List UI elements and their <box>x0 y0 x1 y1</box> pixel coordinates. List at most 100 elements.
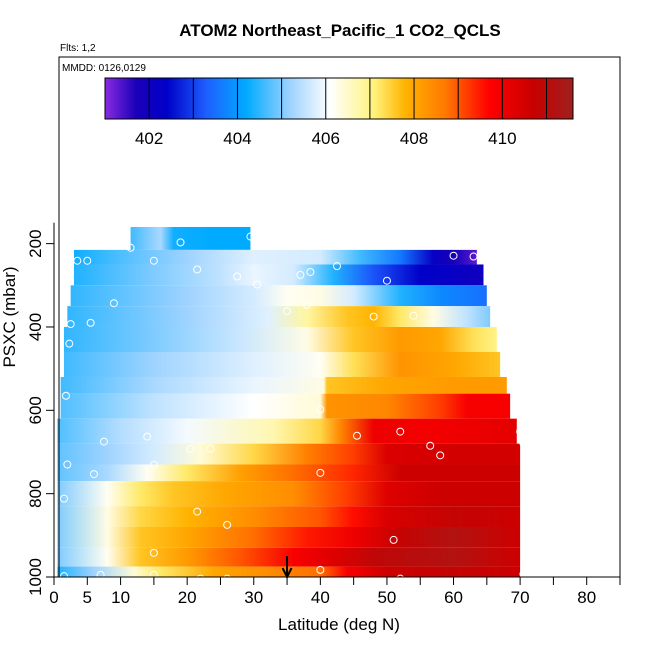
chart-title: ATOM2 Northeast_Pacific_1 CO2_QCLS <box>179 21 501 40</box>
sample-point <box>316 354 325 363</box>
y-axis-label: PSXC (mbar) <box>0 266 19 367</box>
heatmap-layer <box>57 226 521 577</box>
sample-point <box>143 432 152 441</box>
heatmap-row <box>60 376 507 394</box>
y-axis: 200 400 600 800 1000 <box>26 222 55 596</box>
sample-point <box>283 307 292 316</box>
sample-point <box>61 391 70 400</box>
heatmap-row <box>57 481 521 507</box>
sample-point <box>66 320 75 329</box>
y-tick-label: 400 <box>26 313 45 341</box>
sample-point <box>423 578 430 585</box>
colorbar-tick-label: 408 <box>400 129 428 148</box>
colorbar-tick-label: 402 <box>135 129 163 148</box>
sample-point <box>223 574 231 577</box>
sample-point <box>233 272 242 281</box>
x-tick-label: 70 <box>511 588 530 607</box>
sample-point <box>352 431 361 440</box>
x-tick-label: 5 <box>83 588 92 607</box>
colorbar: 402 404 406 408 410 <box>104 77 574 148</box>
sample-points-layer <box>59 232 528 587</box>
heatmap-row <box>57 547 521 567</box>
sample-point <box>396 427 405 436</box>
heatmap-row <box>57 418 517 444</box>
x-tick-label: 80 <box>577 588 596 607</box>
heatmap-row <box>130 226 251 250</box>
sample-point <box>223 520 232 529</box>
sample-point <box>193 507 202 516</box>
sample-point <box>333 262 341 271</box>
sample-point <box>449 251 458 260</box>
heatmap-row <box>73 249 477 265</box>
arrow-head <box>281 567 293 580</box>
sample-point <box>96 570 105 577</box>
sample-point <box>63 460 72 469</box>
sample-point <box>382 276 391 285</box>
sample-point <box>99 437 108 446</box>
colorbar-tick-label: 404 <box>223 129 251 148</box>
sample-point <box>86 318 95 327</box>
sample-point <box>316 405 325 414</box>
sample-point <box>469 252 478 261</box>
sample-point <box>519 570 528 577</box>
sample-point <box>193 265 202 274</box>
sample-point <box>369 312 378 321</box>
sample-point <box>89 470 98 479</box>
sample-point <box>186 445 195 454</box>
sample-point <box>176 238 185 247</box>
colorbar-tick-label: 410 <box>488 129 516 148</box>
sample-point <box>246 232 255 241</box>
y-tick-label: 1000 <box>26 558 45 596</box>
y-tick-label: 600 <box>26 396 45 424</box>
x-tick-label: 30 <box>244 588 263 607</box>
sample-point <box>316 565 325 574</box>
sample-point <box>149 460 158 469</box>
heatmap-row <box>57 526 521 548</box>
dates-label: MMDD: 0126,0129 <box>62 63 146 74</box>
x-tick-label: 60 <box>444 588 463 607</box>
heatmap-row <box>63 351 501 377</box>
sample-point <box>436 451 445 460</box>
heatmap-row <box>63 326 497 352</box>
sample-point <box>426 441 435 450</box>
heatmap-row <box>70 285 487 307</box>
sample-point <box>409 311 418 320</box>
x-tick-label: 50 <box>377 588 396 607</box>
sample-point <box>303 300 312 309</box>
sample-point <box>296 270 305 279</box>
sample-point <box>196 574 205 577</box>
x-tick-label: 40 <box>311 588 330 607</box>
heatmap-row <box>60 393 511 419</box>
sample-point <box>253 280 262 289</box>
sample-point <box>73 256 82 265</box>
x-tick-label: 0 <box>49 588 58 607</box>
colorbar-tick-labels: 402 404 406 408 410 <box>135 129 517 148</box>
y-tick-label: 800 <box>26 479 45 507</box>
sample-point <box>59 494 68 503</box>
sample-point <box>389 535 398 544</box>
sample-point <box>516 427 525 436</box>
x-tick-label: 20 <box>178 588 197 607</box>
colorbar-tick-label: 406 <box>312 129 340 148</box>
flights-label: Flts: 1,2 <box>60 43 96 54</box>
sample-point <box>149 548 158 557</box>
x-tick-label: 10 <box>111 588 130 607</box>
sample-point <box>65 339 74 348</box>
sample-point <box>396 574 404 577</box>
y-tick-label: 200 <box>26 229 45 257</box>
colorbar-divisions <box>104 78 548 119</box>
sample-point <box>59 572 68 577</box>
sample-point <box>306 267 315 276</box>
sample-point <box>357 580 364 587</box>
sample-point <box>149 256 158 265</box>
x-axis: 0 5 10 20 30 40 50 60 70 80 <box>49 576 621 607</box>
heatmap-row <box>57 464 521 482</box>
sample-point <box>83 256 92 265</box>
heatmap-row <box>57 443 521 465</box>
sample-point <box>206 444 215 453</box>
sample-point <box>109 299 118 308</box>
location-arrow <box>281 556 293 580</box>
heatmap-row <box>67 306 491 327</box>
sample-point <box>126 243 135 252</box>
